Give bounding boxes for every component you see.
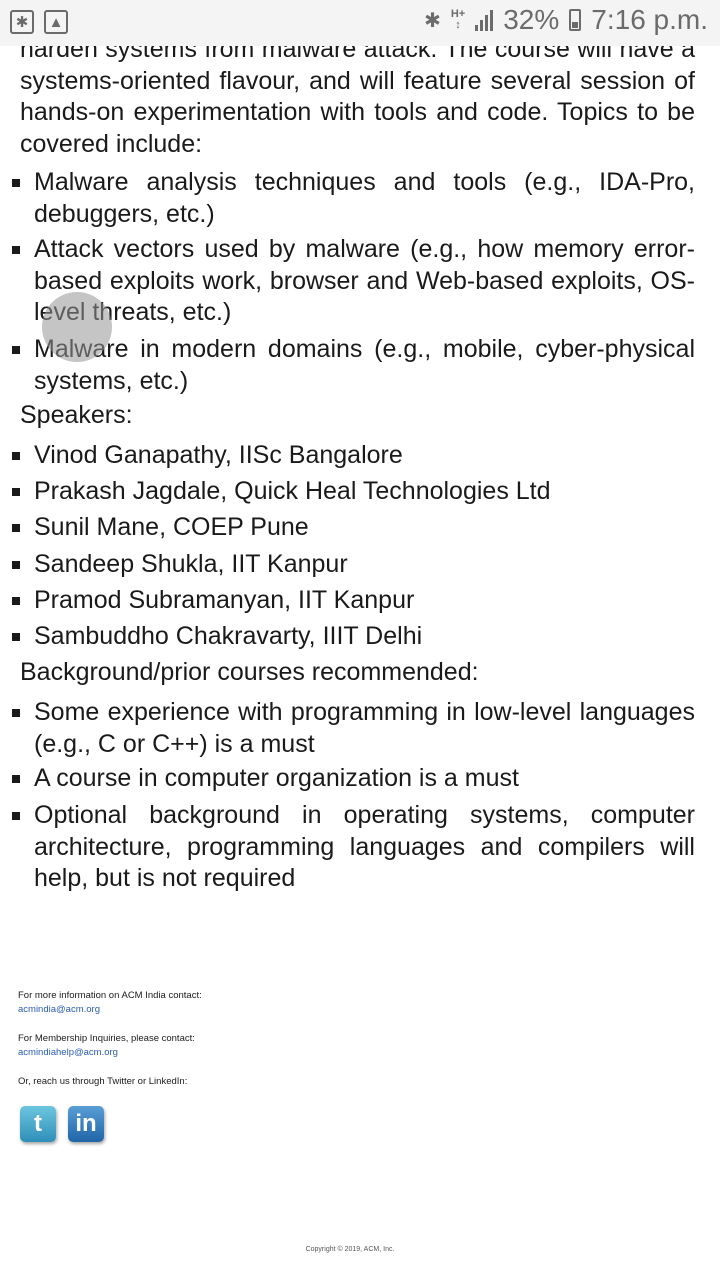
bullet-icon: [12, 709, 20, 717]
bullet-icon: [12, 452, 20, 460]
list-item: Optional background in operating systems…: [10, 800, 695, 895]
membership-text: For Membership Inquiries, please contact…: [18, 1033, 195, 1044]
bullet-icon: [12, 524, 20, 532]
bullet-icon: [12, 346, 20, 354]
bluetooth-icon: ✱: [424, 9, 441, 32]
list-item: Sandeep Shukla, IIT Kanpur: [10, 549, 695, 581]
membership-email-link[interactable]: acmindiahelp@acm.org: [18, 1047, 118, 1058]
bullet-icon: [12, 488, 20, 496]
copyright-text: Copyright © 2019, ACM, Inc.: [305, 1246, 395, 1253]
info-text: For more information on ACM India contac…: [18, 990, 202, 1001]
speaker-text: Pramod Subramanyan, IIT Kanpur: [34, 586, 415, 614]
network-type: H+ ↕: [450, 8, 466, 31]
bullet-icon: [12, 597, 20, 605]
speaker-text: Sunil Mane, COEP Pune: [34, 513, 309, 541]
list-item: Vinod Ganapathy, IISc Bangalore: [10, 440, 695, 472]
speaker-text: Sandeep Shukla, IIT Kanpur: [34, 550, 348, 578]
linkedin-glyph: in: [75, 1110, 97, 1137]
list-item: Attack vectors used by malware (e.g., ho…: [10, 234, 695, 329]
touch-indicator: [42, 292, 112, 362]
battery-icon: [569, 9, 582, 31]
list-item: Prakash Jagdale, Quick Heal Technologies…: [10, 476, 695, 508]
topic-text: Malware in modern domains (e.g., mobile,…: [34, 335, 695, 395]
topic-text: Attack vectors used by malware (e.g., ho…: [34, 235, 695, 326]
list-item: Pramod Subramanyan, IIT Kanpur: [10, 585, 695, 617]
background-text: Some experience with programming in low-…: [34, 698, 695, 758]
gallery-icon: ▲: [44, 10, 68, 34]
twitter-icon[interactable]: t: [20, 1106, 56, 1142]
speakers-heading: Speakers:: [20, 401, 133, 429]
list-item: Malware in modern domains (e.g., mobile,…: [10, 334, 695, 397]
bullet-icon: [12, 561, 20, 569]
list-item: Some experience with programming in low-…: [10, 697, 695, 760]
speaker-text: Prakash Jagdale, Quick Heal Technologies…: [34, 477, 551, 505]
signal-icon: [475, 9, 494, 31]
speaker-text: Vinod Ganapathy, IISc Bangalore: [34, 441, 403, 469]
speaker-text: Sambuddho Chakravarty, IIIT Delhi: [34, 622, 423, 650]
status-bar: ✱ ▲ ✱ H+ ↕ 32% 7:16 p.m.: [0, 0, 720, 46]
list-item: Malware analysis techniques and tools (e…: [10, 167, 695, 230]
intro-paragraph: harden systems from malware attack. The …: [20, 35, 695, 158]
list-item: Sambuddho Chakravarty, IIIT Delhi: [10, 621, 695, 653]
background-text: A course in computer organization is a m…: [34, 764, 519, 792]
social-text: Or, reach us through Twitter or LinkedIn…: [18, 1076, 188, 1087]
topic-text: Malware analysis techniques and tools (e…: [34, 168, 695, 228]
bullet-icon: [12, 812, 20, 820]
list-item: Sunil Mane, COEP Pune: [10, 512, 695, 544]
background-heading: Background/prior courses recommended:: [20, 658, 479, 686]
twitter-glyph: t: [34, 1110, 42, 1137]
clock: 7:16 p.m.: [591, 4, 708, 35]
bullet-icon: [12, 179, 20, 187]
bullet-icon: [12, 246, 20, 254]
bullet-icon: [12, 633, 20, 641]
bluetooth-icon: ✱: [10, 10, 34, 34]
bullet-icon: [12, 775, 20, 783]
info-email-link[interactable]: acmindia@acm.org: [18, 1004, 100, 1015]
linkedin-icon[interactable]: in: [68, 1106, 104, 1142]
background-text: Optional background in operating systems…: [34, 801, 695, 892]
list-item: A course in computer organization is a m…: [10, 763, 695, 795]
battery-percent: 32%: [503, 4, 560, 35]
